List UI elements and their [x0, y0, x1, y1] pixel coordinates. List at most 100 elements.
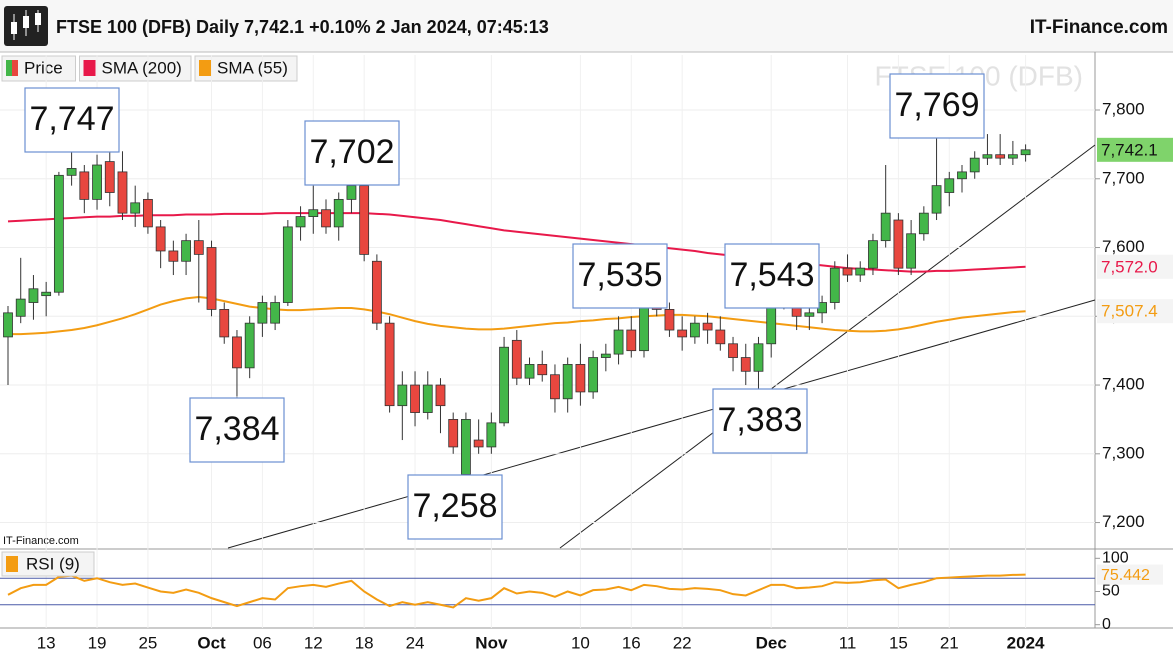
candle-body: [982, 154, 993, 159]
candle-body: [232, 336, 242, 369]
candle-body: [155, 226, 166, 252]
candle-body: [944, 178, 955, 193]
x-tick-label: 21: [940, 633, 959, 652]
candle-body: [53, 174, 64, 293]
candle-body: [448, 419, 459, 448]
candle-body: [410, 384, 420, 413]
candle-body: [92, 164, 102, 200]
legend-label: SMA (55): [217, 58, 288, 77]
y-tick-label: 7,300: [1102, 443, 1145, 462]
y-tick-label: 7,600: [1102, 237, 1145, 256]
y-tick-label: 7,400: [1102, 375, 1145, 394]
price-tag: [1097, 254, 1173, 279]
candle-body: [397, 384, 408, 407]
candle-body: [537, 364, 548, 376]
candle-body: [181, 240, 191, 262]
candle-body: [206, 247, 217, 310]
candle-body: [868, 240, 878, 269]
annotation-box: [189, 397, 285, 463]
annotation-label: 7,702: [309, 133, 394, 171]
legend-swatch: [6, 60, 12, 76]
candle-body: [855, 267, 866, 276]
annotation-label: 7,747: [29, 100, 114, 138]
candle-body: [295, 216, 306, 228]
annotation-box: [724, 243, 820, 309]
line-series: [7, 573, 1026, 609]
candle-body: [957, 171, 967, 180]
x-tick-label: Dec: [756, 633, 787, 652]
candle-body: [995, 154, 1006, 159]
candle-body: [639, 302, 649, 352]
x-tick-label: 24: [406, 633, 425, 652]
candle-body: [486, 422, 497, 448]
annotation-box: [407, 474, 503, 540]
candle-body: [3, 312, 13, 338]
candle-body: [842, 267, 853, 276]
line-series: [8, 296, 1026, 336]
price-tag-label: 7,507.4: [1101, 302, 1158, 321]
x-tick-label: Oct: [197, 633, 226, 652]
x-tick-label: Nov: [475, 633, 508, 652]
candle-body: [193, 240, 204, 255]
y-tick-label: 7,700: [1102, 168, 1145, 187]
candle-body: [906, 233, 917, 269]
candle-body: [626, 329, 637, 352]
x-tick-label: 15: [889, 633, 908, 652]
x-tick-label: 16: [622, 633, 641, 652]
y-tick-label: 100: [1102, 550, 1129, 567]
candle-body: [931, 185, 942, 214]
legend-item: [79, 55, 192, 82]
legend-swatch: [199, 60, 211, 76]
price-tag: [1097, 137, 1173, 162]
candle-body: [1007, 154, 1018, 159]
x-tick-label: 13: [37, 633, 56, 652]
rsi-tag-label: 75.442: [1101, 567, 1150, 584]
annotation-box: [304, 120, 400, 186]
candle-body: [79, 171, 90, 200]
candle-body: [677, 329, 688, 338]
candle-body: [435, 384, 446, 407]
logo: [4, 6, 48, 46]
candle-body: [511, 339, 522, 379]
price-tag-label: 7,572.0: [1101, 257, 1158, 276]
candle-body: [550, 374, 560, 400]
candle-body: [104, 161, 115, 193]
candle-body: [918, 212, 929, 235]
candle-body: [41, 291, 52, 297]
header: [0, 0, 1173, 52]
x-tick-label: 12: [304, 633, 323, 652]
x-tick-label: 18: [355, 633, 374, 652]
y-tick-label: 7,200: [1102, 512, 1145, 531]
annotation-label: 7,258: [412, 487, 497, 525]
candle-body: [1020, 149, 1031, 156]
candle-body: [829, 267, 840, 303]
candle-body: [524, 364, 535, 379]
candle-body: [346, 185, 357, 200]
candle-body: [728, 343, 738, 358]
legend-swatch: [83, 60, 96, 76]
rsi-tag: [1097, 564, 1163, 585]
candle-body: [613, 329, 624, 355]
candle-body: [473, 439, 484, 448]
candle-body: [664, 309, 675, 331]
candle-body: [28, 288, 39, 303]
credit: IT-Finance.com: [3, 535, 79, 547]
source: IT-Finance.com: [1030, 17, 1168, 38]
legend-swatch: [6, 556, 18, 572]
candle-body: [270, 302, 281, 324]
price-tag-label: 7,742.1: [1101, 140, 1158, 159]
candle-body: [804, 312, 815, 317]
annotation-label: 7,383: [717, 401, 802, 439]
annotation-box: [572, 243, 668, 309]
candle-body: [219, 309, 230, 338]
candle-body: [422, 384, 433, 413]
candle-body: [359, 185, 370, 255]
y-tick-label: 50: [1102, 583, 1120, 600]
annotation-label: 7,535: [577, 256, 662, 294]
candle-body: [715, 329, 726, 345]
x-tick-label: 19: [88, 633, 107, 652]
x-tick-label: 06: [253, 633, 272, 652]
chart-title: FTSE 100 (DFB) Daily 7,742.1 +0.10% 2 Ja…: [56, 17, 549, 37]
candle-body: [575, 364, 586, 393]
